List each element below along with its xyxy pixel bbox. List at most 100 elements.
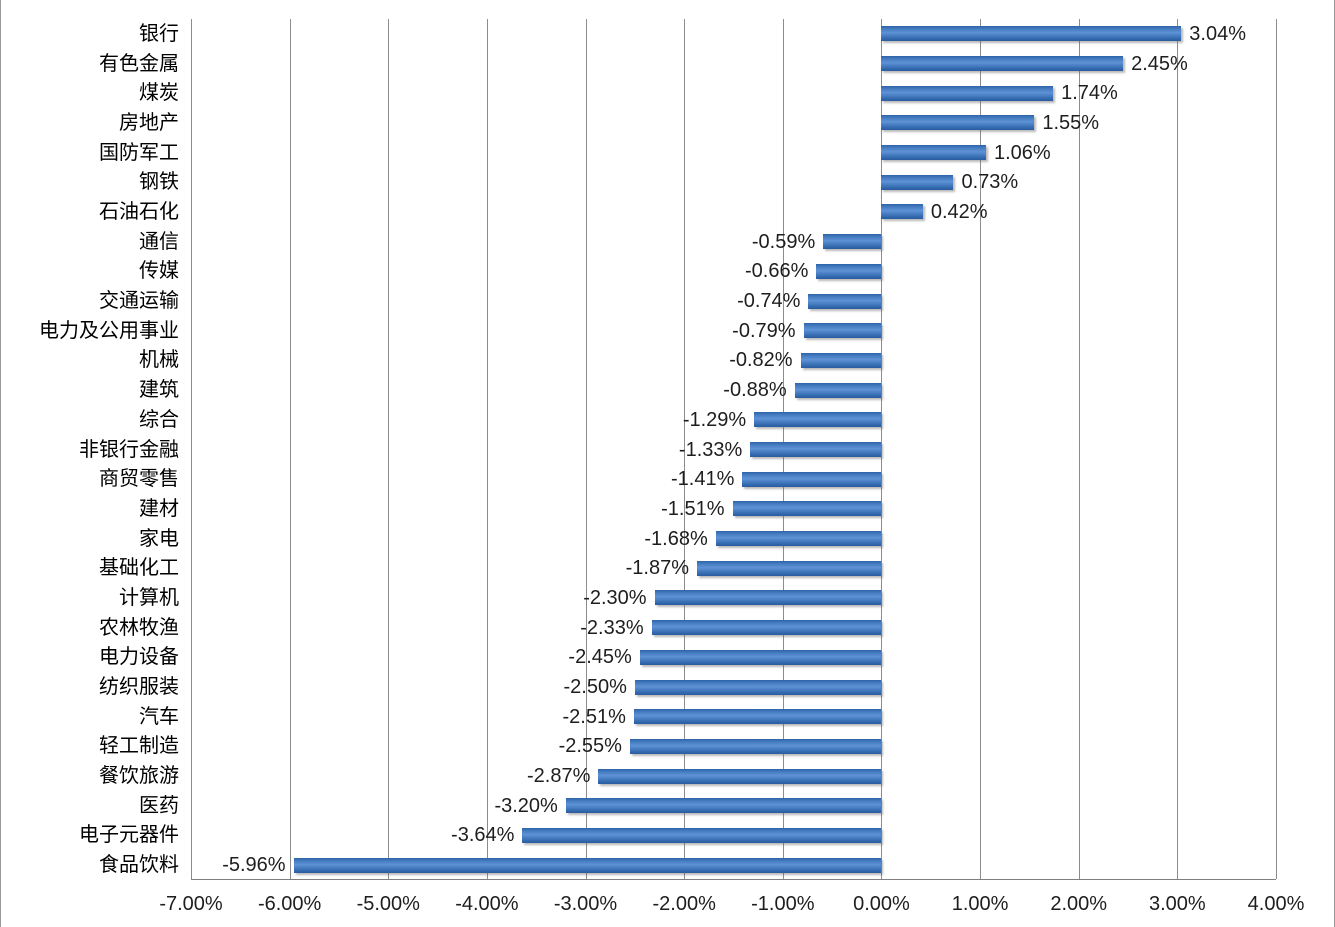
category-label: 餐饮旅游 (99, 765, 179, 788)
x-tick-label: -2.00% (652, 893, 716, 915)
x-tick-label: 0.00% (853, 893, 910, 915)
category-label: 轻工制造 (99, 735, 179, 758)
value-label: -2.50% (563, 676, 627, 699)
x-tick-label: 2.00% (1050, 893, 1108, 915)
category-label: 有色金属 (99, 52, 179, 75)
gridline (980, 19, 982, 879)
value-label: -0.66% (744, 260, 809, 283)
bar-非银行金融 (750, 442, 882, 457)
bar-商贸零售 (742, 471, 882, 487)
bar-银行 (881, 26, 1182, 42)
category-label: 传媒 (139, 260, 179, 283)
bar-轻工制造 (629, 738, 882, 754)
category-label: 国防军工 (99, 141, 179, 164)
value-label: -3.20% (494, 794, 558, 817)
gridline (1078, 19, 1080, 879)
bar-机械 (800, 352, 882, 368)
value-label: -0.79% (732, 319, 796, 342)
category-label: 商贸零售 (99, 468, 179, 491)
bar-电力及公用事业 (803, 323, 882, 339)
bar-建筑 (794, 382, 882, 398)
bar-医药 (565, 798, 882, 814)
value-label: -2.30% (583, 586, 647, 609)
value-label: -2.55% (558, 735, 622, 758)
gridline (388, 19, 390, 879)
value-label: -2.87% (527, 765, 591, 788)
bar-石油石化 (881, 204, 923, 220)
value-label: 0.42% (930, 200, 988, 223)
gridline (684, 19, 686, 879)
value-label: -2.51% (562, 705, 626, 728)
category-label: 建筑 (139, 379, 179, 402)
gridline (191, 19, 192, 879)
x-tick-label: -1.00% (751, 893, 815, 915)
bar-汽车 (633, 709, 882, 725)
value-label: -1.68% (644, 527, 708, 550)
category-label: 汽车 (139, 705, 179, 728)
x-tick-label: 3.00% (1149, 893, 1206, 915)
value-label: 2.45% (1131, 52, 1188, 75)
value-label: -0.88% (723, 379, 787, 402)
value-label: -1.41% (671, 468, 735, 491)
category-label: 综合 (139, 408, 179, 431)
category-label: 钢铁 (139, 171, 179, 194)
category-label: 房地产 (119, 111, 179, 134)
bar-计算机 (654, 590, 882, 606)
x-tick-label: -5.00% (356, 893, 420, 915)
value-label: -0.74% (737, 290, 801, 313)
gridline (881, 19, 883, 879)
category-label: 计算机 (119, 586, 179, 609)
bar-煤炭 (881, 85, 1054, 101)
bar-传媒 (816, 263, 882, 279)
bar-综合 (754, 412, 882, 428)
category-label: 纺织服装 (99, 676, 179, 699)
value-label: 1.06% (994, 141, 1051, 164)
category-label: 电子元器件 (79, 824, 179, 847)
value-label: -5.96% (222, 854, 286, 877)
category-label: 电力及公用事业 (39, 319, 179, 342)
value-label: 3.04% (1189, 22, 1247, 45)
x-tick-label: -6.00% (257, 893, 322, 915)
gridline (486, 19, 488, 879)
category-label: 电力设备 (99, 646, 179, 669)
value-label: -1.87% (625, 557, 690, 580)
value-label: -0.59% (751, 230, 816, 253)
bar-餐饮旅游 (598, 768, 882, 784)
value-label: -2.45% (568, 646, 632, 669)
bar-纺织服装 (634, 679, 882, 695)
category-label: 银行 (139, 22, 179, 45)
value-label: 1.74% (1061, 82, 1118, 105)
gridline (289, 19, 291, 879)
x-tick-label: -7.00% (159, 893, 223, 915)
category-label: 交通运输 (99, 290, 179, 313)
category-label: 医药 (139, 794, 179, 817)
category-label: 非银行金融 (79, 438, 179, 461)
bar-交通运输 (808, 293, 882, 309)
bar-钢铁 (881, 174, 954, 190)
value-label: -2.33% (580, 616, 644, 639)
category-label: 建材 (139, 497, 179, 520)
bar-电子元器件 (522, 827, 882, 843)
gridline (585, 19, 587, 879)
value-label: -1.51% (661, 497, 725, 520)
gridline (1177, 19, 1179, 879)
value-label: 0.73% (961, 171, 1019, 194)
x-tick-label: 1.00% (951, 893, 1009, 915)
category-label: 石油石化 (99, 200, 179, 223)
bar-电力设备 (639, 649, 882, 665)
plot-area: 3.04% 2.45% 1.74% 1.55% 1.06% 0.73% 0.42% -0.59… (191, 19, 1277, 880)
bar-建材 (732, 501, 882, 517)
x-tick-label: -4.00% (455, 893, 519, 915)
category-label: 煤炭 (139, 82, 179, 105)
x-tick-label: 4.00% (1247, 893, 1305, 915)
value-label: -1.29% (682, 408, 747, 431)
value-label: 1.55% (1042, 111, 1100, 134)
bar-房地产 (881, 115, 1035, 131)
category-label: 基础化工 (99, 557, 179, 580)
bar-通信 (823, 234, 882, 250)
value-label: -0.82% (729, 349, 793, 372)
bar-农林牧渔 (651, 620, 882, 636)
bar-家电 (715, 531, 882, 547)
bar-国防军工 (881, 145, 986, 161)
